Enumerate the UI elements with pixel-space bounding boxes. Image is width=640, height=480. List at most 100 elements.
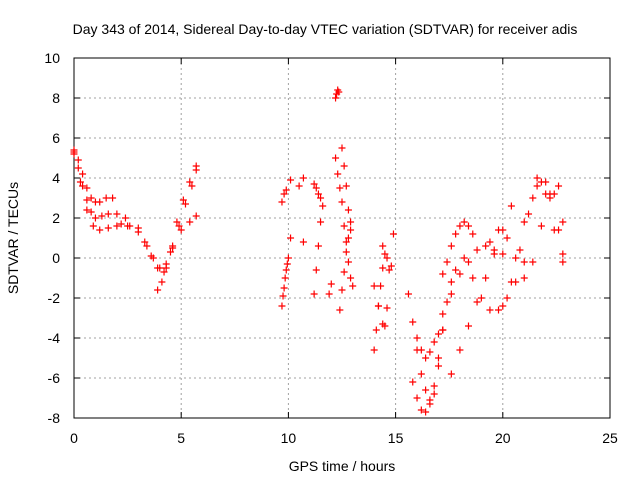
- data-point: [507, 202, 515, 210]
- data-series: [278, 254, 292, 310]
- data-point: [413, 334, 421, 342]
- data-point: [299, 238, 307, 246]
- y-tick-label: -8: [48, 410, 61, 426]
- data-point: [347, 226, 355, 234]
- data-point: [98, 212, 106, 220]
- data-point: [314, 190, 322, 198]
- data-point: [179, 196, 187, 204]
- data-point: [344, 258, 352, 266]
- data-point: [181, 200, 189, 208]
- data-point: [516, 246, 524, 254]
- data-series: [460, 254, 528, 314]
- data-point: [113, 210, 121, 218]
- data-point: [413, 394, 421, 402]
- data-point: [278, 302, 286, 310]
- data-point: [188, 182, 196, 190]
- data-point: [332, 154, 340, 162]
- data-point: [482, 242, 490, 250]
- data-point: [134, 228, 142, 236]
- x-tick-label: 10: [281, 430, 297, 446]
- data-point: [186, 178, 194, 186]
- data-point: [456, 346, 464, 354]
- data-point: [434, 354, 442, 362]
- data-point: [344, 234, 352, 242]
- data-series: [338, 144, 355, 234]
- data-point: [342, 238, 350, 246]
- data-series: [70, 150, 200, 272]
- data-point: [76, 178, 84, 186]
- y-axis-title: SDTVAR / TECUs: [5, 182, 21, 294]
- data-point: [520, 274, 528, 282]
- data-series: [325, 280, 335, 298]
- data-point: [447, 290, 455, 298]
- data-point: [279, 292, 287, 300]
- data-point: [104, 210, 112, 218]
- data-point: [166, 248, 174, 256]
- data-point: [87, 208, 95, 216]
- data-point: [385, 266, 393, 274]
- data-series: [447, 202, 515, 378]
- data-point: [143, 242, 151, 250]
- data-point: [456, 222, 464, 230]
- x-axis-title: GPS time / hours: [289, 458, 396, 474]
- data-series: [533, 174, 567, 266]
- data-series: [310, 202, 327, 298]
- data-point: [379, 242, 387, 250]
- data-point: [482, 274, 490, 282]
- data-point: [335, 88, 343, 96]
- data-point: [287, 234, 295, 242]
- y-tick-label: 8: [52, 90, 60, 106]
- data-series: [287, 234, 307, 246]
- data-point: [499, 250, 507, 258]
- data-point: [96, 226, 104, 234]
- data-point: [70, 150, 78, 158]
- data-point: [87, 194, 95, 202]
- data-point: [121, 214, 129, 222]
- data-point: [422, 354, 430, 362]
- data-point: [507, 278, 515, 286]
- data-point: [173, 218, 181, 226]
- data-point: [342, 182, 350, 190]
- data-point: [312, 266, 320, 274]
- data-point: [160, 268, 168, 276]
- data-point: [89, 222, 97, 230]
- data-point: [344, 206, 352, 214]
- data-point: [317, 218, 325, 226]
- data-point: [74, 156, 82, 164]
- data-point: [310, 290, 318, 298]
- data-point: [537, 222, 545, 230]
- data-point: [477, 294, 485, 302]
- data-point: [287, 176, 295, 184]
- data-point: [422, 408, 430, 416]
- data-point: [464, 258, 472, 266]
- data-point: [158, 278, 166, 286]
- data-series: [287, 174, 307, 190]
- data-points: [70, 86, 567, 416]
- data-point: [473, 298, 481, 306]
- data-point: [430, 382, 438, 390]
- data-point: [409, 318, 417, 326]
- data-point: [372, 326, 380, 334]
- data-series: [439, 242, 507, 318]
- data-point: [417, 370, 425, 378]
- data-point: [113, 222, 121, 230]
- data-point: [340, 162, 348, 170]
- data-point: [434, 362, 442, 370]
- data-point: [79, 182, 87, 190]
- data-point: [417, 406, 425, 414]
- data-point: [486, 238, 494, 246]
- data-point: [422, 386, 430, 394]
- data-point: [452, 230, 460, 238]
- data-point: [83, 184, 91, 192]
- data-point: [349, 282, 357, 290]
- data-point: [460, 254, 468, 262]
- data-point: [347, 218, 355, 226]
- x-tick-label: 25: [602, 430, 618, 446]
- data-point: [503, 234, 511, 242]
- data-point: [447, 242, 455, 250]
- data-point: [447, 370, 455, 378]
- data-point: [542, 190, 550, 198]
- data-point: [284, 254, 292, 262]
- data-point: [310, 180, 318, 188]
- data-point: [417, 346, 425, 354]
